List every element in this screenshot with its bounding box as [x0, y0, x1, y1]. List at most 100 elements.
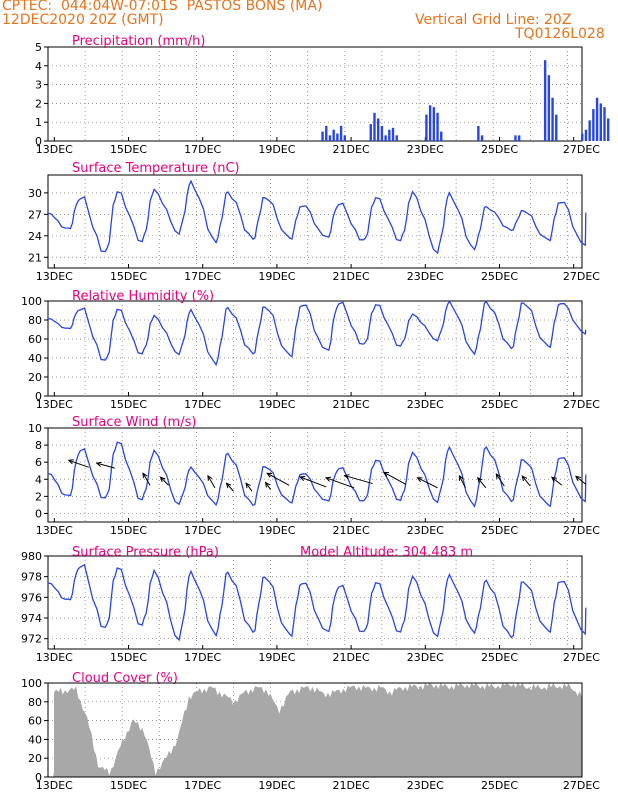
y-tick-label: 60 [28, 715, 42, 728]
x-tick-label: 21DEC [333, 143, 370, 156]
wind-arrow-head [299, 476, 306, 481]
x-tick-label: 25DEC [481, 779, 518, 792]
wind-arrow-head [207, 474, 213, 481]
y-tick-label: 0 [35, 507, 42, 520]
wind-arrow-head [324, 476, 332, 482]
series-line [47, 563, 587, 642]
x-tick-label: 25DEC [481, 651, 518, 664]
precip-bar [588, 120, 591, 141]
wind-arrow-shaft [344, 475, 373, 485]
x-tick-label: 27DEC [563, 143, 600, 156]
x-tick-label: 19DEC [258, 524, 295, 537]
x-tick-label: 21DEC [333, 779, 370, 792]
precip-bar [592, 109, 595, 141]
wind-arrow-shaft [551, 476, 563, 486]
x-tick-label: 13DEC [36, 270, 73, 283]
y-tick-label: 0 [35, 771, 42, 784]
x-tick-label: 23DEC [407, 651, 444, 664]
wind-arrow-shaft [477, 477, 487, 489]
precip-bar [339, 125, 343, 141]
precip-bar [436, 112, 439, 141]
y-tick-label: 8 [35, 439, 42, 452]
panel-frame [47, 555, 583, 650]
wind-arrow-head [477, 476, 483, 483]
precip-bar [391, 127, 395, 141]
wind-arrow-shaft [383, 471, 407, 485]
panel-title: Surface Temperature (nC) [72, 161, 240, 176]
wind-arrow-shaft [417, 477, 438, 489]
x-tick-label: 19DEC [258, 270, 295, 283]
precip-bar [369, 124, 372, 141]
y-tick-label: 100 [21, 295, 42, 308]
precip-bar [607, 118, 610, 141]
wind-arrow-head [142, 472, 148, 479]
precip-bar [343, 135, 346, 141]
wind-arrow-shaft [160, 476, 169, 486]
precip-bar [373, 112, 376, 141]
y-tick-label: 6 [35, 456, 42, 469]
precip-bar [543, 60, 547, 141]
wind-arrow-shaft [266, 472, 290, 486]
wind-arrow-head [383, 471, 390, 477]
x-tick-label: 13DEC [36, 651, 73, 664]
x-tick-label: 17DEC [184, 779, 221, 792]
wind-arrow-shaft [207, 475, 216, 489]
x-tick-label: 17DEC [184, 524, 221, 537]
y-tick-label: 20 [28, 752, 42, 765]
precip-bar [595, 97, 599, 141]
wind-arrow-shaft [96, 462, 115, 469]
header-station: CPTEC: 044:04W-07:01S PASTOS BONS (MA) [2, 0, 323, 14]
precip-bar [428, 105, 432, 141]
wind-arrow-shaft [245, 482, 253, 492]
wind-arrow-head [264, 481, 271, 488]
wind-arrow-shaft [325, 477, 355, 489]
wind-arrow-shaft [300, 476, 327, 488]
wind-arrow-head [95, 461, 102, 467]
x-tick-label: 13DEC [36, 398, 73, 411]
precip-bar [332, 129, 335, 141]
panel-frame [47, 174, 583, 269]
x-tick-label: 15DEC [110, 651, 147, 664]
y-tick-label: 0 [35, 135, 42, 148]
y-tick-label: 2 [35, 97, 42, 110]
panel-title: Relative Humidity (%) [72, 289, 214, 304]
y-tick-label: 978 [21, 571, 42, 584]
wind-arrow-shaft [521, 475, 531, 487]
precip-bar [321, 131, 324, 141]
panel-title: Surface Wind (m/s) [72, 415, 196, 430]
y-tick-label: 1 [35, 116, 42, 129]
y-tick-label: 0 [35, 390, 42, 403]
y-tick-label: 30 [28, 187, 42, 200]
panel-frame [47, 46, 583, 142]
precip-bar [395, 135, 398, 141]
cloud-cover-area [54, 683, 582, 777]
panel-title: Precipitation (mm/h) [72, 34, 205, 49]
precip-bar [581, 133, 584, 141]
x-tick-label: 23DEC [407, 524, 444, 537]
precip-bar [555, 114, 558, 141]
series-line [47, 179, 587, 255]
wind-arrow-head [550, 476, 557, 482]
x-tick-label: 23DEC [407, 270, 444, 283]
precip-bar [517, 135, 521, 141]
precip-bar [440, 131, 443, 141]
wind-arrow-head [159, 476, 166, 483]
precip-bar [432, 107, 436, 141]
x-tick-label: 27DEC [563, 270, 600, 283]
x-tick-label: 19DEC [258, 143, 295, 156]
wind-arrow-shaft [226, 482, 234, 492]
x-tick-label: 15DEC [110, 270, 147, 283]
y-tick-label: 4 [35, 473, 42, 486]
wind-arrow-head [575, 475, 581, 482]
precip-bar [547, 75, 551, 141]
y-tick-label: 80 [28, 696, 42, 709]
y-tick-label: 980 [21, 550, 42, 563]
y-tick-label: 10 [28, 422, 42, 435]
x-tick-label: 21DEC [333, 651, 370, 664]
y-tick-label: 60 [28, 333, 42, 346]
y-tick-label: 40 [28, 733, 42, 746]
y-tick-label: 5 [35, 41, 42, 54]
x-tick-label: 15DEC [110, 398, 147, 411]
precip-bar [603, 107, 606, 141]
precip-bar [425, 114, 428, 141]
